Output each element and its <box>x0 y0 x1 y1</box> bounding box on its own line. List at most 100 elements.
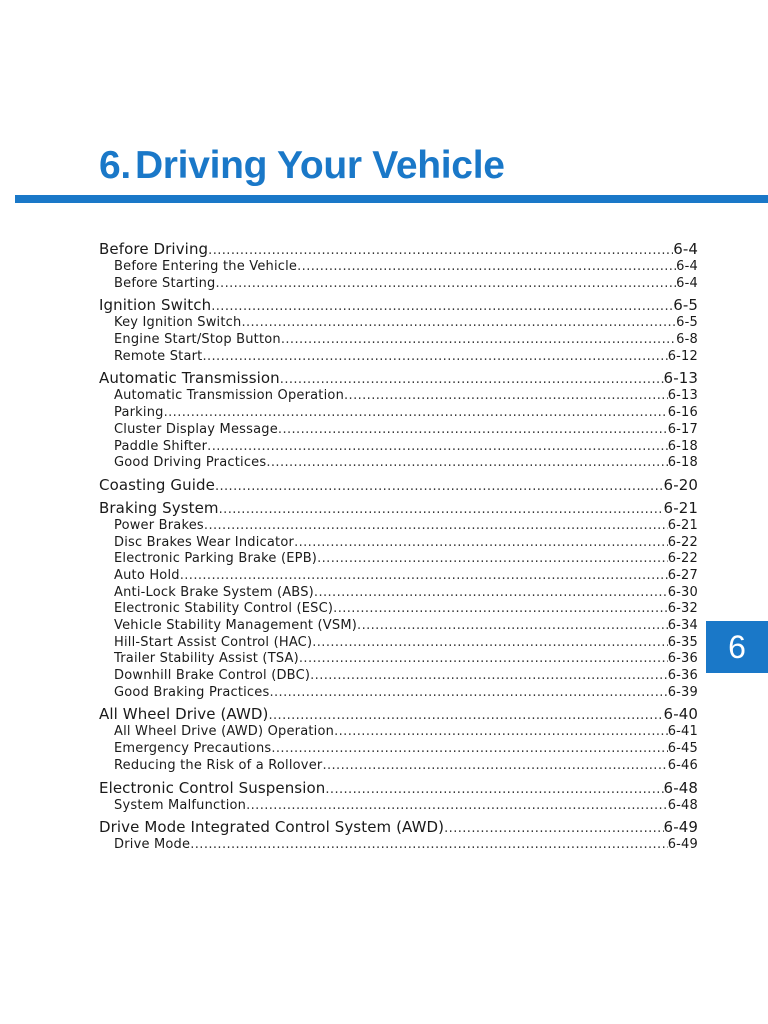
toc-subentry[interactable]: Emergency Precautions 6-45 <box>99 741 698 758</box>
toc-entry[interactable]: Braking System 6-21 <box>99 499 698 518</box>
toc-subentry-page-number: 6-18 <box>667 438 698 454</box>
toc-subentry-page-number: 6-36 <box>667 651 698 667</box>
toc-subentry[interactable]: Remote Start 6-12 <box>99 349 698 366</box>
dot-leader <box>268 706 663 724</box>
toc-subentry-label: Downhill Brake Control (DBC) <box>114 668 311 684</box>
toc-subentry-label: Before Entering the Vehicle <box>114 259 298 274</box>
dot-leader <box>190 837 667 854</box>
dot-leader <box>310 668 668 685</box>
toc-subentry-label: Reducing the Risk of a Rollover <box>114 757 323 773</box>
dot-leader <box>266 455 667 472</box>
toc-subentry[interactable]: Trailer Stability Assist (TSA) 6-36 <box>99 651 698 668</box>
toc-subentry-page-number: 6-36 <box>667 668 698 684</box>
chapter-tab[interactable]: 6 <box>706 621 768 673</box>
toc-subentry-page-number: 6-22 <box>667 551 698 567</box>
dot-leader <box>241 315 676 332</box>
toc-subentry-label: Power Brakes <box>114 517 204 533</box>
toc-subentry[interactable]: Electronic Parking Brake (EPB) 6-22 <box>99 551 698 568</box>
dot-leader <box>211 297 673 315</box>
dot-leader <box>357 618 668 635</box>
dot-leader <box>164 405 668 422</box>
toc-subentry[interactable]: Automatic Transmission Operation 6-13 <box>99 388 698 405</box>
toc-entry[interactable]: All Wheel Drive (AWD) 6-40 <box>99 705 698 724</box>
toc-entry[interactable]: Drive Mode Integrated Control System (AW… <box>99 818 698 837</box>
toc-subentry[interactable]: Reducing the Risk of a Rollover 6-46 <box>99 758 698 775</box>
toc-subentry[interactable]: Good Driving Practices 6-18 <box>99 455 698 472</box>
toc-subentry-page-number: 6-27 <box>667 567 698 583</box>
toc-subentry-page-number: 6-48 <box>667 797 698 813</box>
toc-subentry-page-number: 6-12 <box>667 348 698 364</box>
toc-subentry-page-number: 6-46 <box>667 757 698 773</box>
dot-leader <box>281 332 676 349</box>
toc-entry-page-number: 6-20 <box>663 475 698 494</box>
toc-subentry-page-number: 6-45 <box>667 741 698 757</box>
dot-leader <box>317 551 668 568</box>
toc-subentry-page-number: 6-5 <box>676 315 698 331</box>
dot-leader <box>278 422 668 439</box>
toc-subentry-page-number: 6-34 <box>667 618 698 633</box>
toc-subentry[interactable]: Good Braking Practices 6-39 <box>99 685 698 702</box>
dot-leader <box>334 724 668 741</box>
toc-subentry[interactable]: Before Starting 6-4 <box>99 276 698 293</box>
dot-leader <box>325 780 663 798</box>
toc-subentry[interactable]: Disc Brakes Wear Indicator 6-22 <box>99 535 698 552</box>
toc-subentry[interactable]: Auto Hold 6-27 <box>99 568 698 585</box>
toc-subentry[interactable]: Engine Start/Stop Button 6-8 <box>99 332 698 349</box>
dot-leader <box>246 798 668 815</box>
toc-subentry[interactable]: Hill-Start Assist Control (HAC) 6-35 <box>99 635 698 652</box>
toc-entry[interactable]: Automatic Transmission 6-13 <box>99 369 698 388</box>
toc-section: Drive Mode Integrated Control System (AW… <box>99 818 698 854</box>
toc-subentry-label: Automatic Transmission Operation <box>114 388 345 404</box>
dot-leader <box>322 758 667 775</box>
dot-leader <box>204 518 668 535</box>
toc-subentry-label: Electronic Parking Brake (EPB) <box>114 551 318 567</box>
toc-subentry-page-number: 6-30 <box>667 584 698 600</box>
toc-subentry-page-number: 6-4 <box>676 275 698 291</box>
toc-subentry-label: Electronic Stability Control (ESC) <box>114 601 334 617</box>
toc-subentry[interactable]: Paddle Shifter 6-18 <box>99 439 698 456</box>
toc-subentry[interactable]: System Malfunction 6-48 <box>99 798 698 815</box>
dot-leader <box>208 241 673 259</box>
toc-subentry-label: Parking <box>114 405 164 421</box>
toc-entry-page-number: 6-21 <box>663 498 698 517</box>
toc-entry[interactable]: Electronic Control Suspension 6-48 <box>99 779 698 798</box>
toc-subentry[interactable]: Drive Mode 6-49 <box>99 837 698 854</box>
chapter-tab-label: 6 <box>728 628 746 665</box>
title-rule <box>15 195 768 203</box>
toc-subentry[interactable]: Key Ignition Switch 6-5 <box>99 315 698 332</box>
toc-subentry-label: Cluster Display Message <box>114 421 278 437</box>
toc-subentry[interactable]: Cluster Display Message 6-17 <box>99 422 698 439</box>
toc-subentry-label: Good Braking Practices <box>114 684 270 700</box>
toc-subentry-label: Good Driving Practices <box>114 455 267 471</box>
toc-subentry-label: Paddle Shifter <box>114 438 208 454</box>
toc-subentry[interactable]: Before Entering the Vehicle 6-4 <box>99 259 698 276</box>
chapter-number: 6. <box>99 144 131 187</box>
toc-entry-page-number: 6-5 <box>673 296 698 315</box>
dot-leader <box>216 276 677 293</box>
dot-leader <box>219 500 664 518</box>
toc-entry-page-number: 6-40 <box>663 705 698 724</box>
toc-subentry[interactable]: Power Brakes 6-21 <box>99 518 698 535</box>
toc-subentry-page-number: 6-16 <box>667 405 698 421</box>
dot-leader <box>333 601 668 618</box>
toc-subentry[interactable]: Anti-Lock Brake System (ABS) 6-30 <box>99 585 698 602</box>
toc-subentry-label: Before Starting <box>114 275 216 291</box>
toc-subentry-label: Anti-Lock Brake System (ABS) <box>114 584 314 600</box>
toc-subentry[interactable]: All Wheel Drive (AWD) Operation 6-41 <box>99 724 698 741</box>
toc-subentry[interactable]: Downhill Brake Control (DBC) 6-36 <box>99 668 698 685</box>
toc-subentry[interactable]: Electronic Stability Control (ESC) 6-32 <box>99 601 698 618</box>
toc-subentry-label: Vehicle Stability Management (VSM) <box>114 618 358 633</box>
toc-subentry[interactable]: Vehicle Stability Management (VSM) 6-34 <box>99 618 698 635</box>
toc-subentry-label: Trailer Stability Assist (TSA) <box>114 651 299 667</box>
toc-entry[interactable]: Before Driving 6-4 <box>99 240 698 259</box>
toc-subentry[interactable]: Parking 6-16 <box>99 405 698 422</box>
toc-entry-label: Before Driving <box>99 240 209 258</box>
toc-entry-label: Automatic Transmission <box>99 369 280 388</box>
toc-entry[interactable]: Ignition Switch 6-5 <box>99 296 698 315</box>
toc-entry[interactable]: Coasting Guide 6-20 <box>99 476 698 495</box>
toc-subentry-label: All Wheel Drive (AWD) Operation <box>114 724 335 740</box>
dot-leader <box>297 259 676 276</box>
toc-subentry-page-number: 6-21 <box>667 517 698 533</box>
dot-leader <box>271 741 667 758</box>
